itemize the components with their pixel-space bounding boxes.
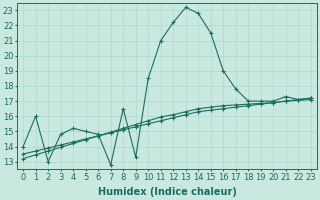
X-axis label: Humidex (Indice chaleur): Humidex (Indice chaleur): [98, 187, 236, 197]
